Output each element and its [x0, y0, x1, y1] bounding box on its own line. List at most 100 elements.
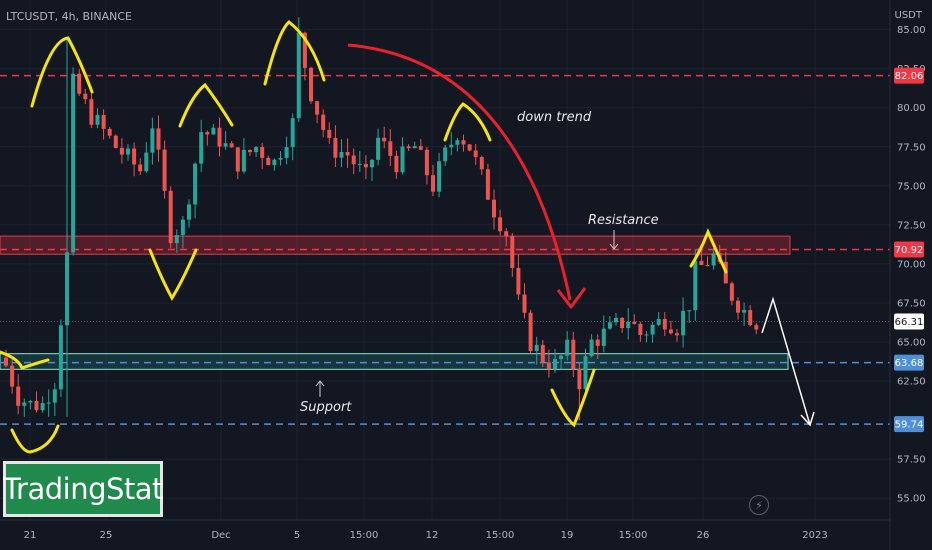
- candle-body: [607, 322, 612, 329]
- price-tag-box: [894, 354, 924, 371]
- candle-body: [662, 318, 667, 330]
- white-projection-arrow: [761, 296, 811, 426]
- candle-body: [577, 368, 582, 390]
- candle-body: [83, 93, 88, 100]
- price-tag-box: [894, 313, 924, 330]
- yellow-markup-stroke: [30, 36, 94, 108]
- candle-body: [412, 146, 417, 149]
- candle-body: [461, 140, 466, 145]
- y-tick-label: 57.50: [897, 455, 926, 466]
- candle-body: [449, 144, 454, 148]
- candle-body: [711, 253, 716, 266]
- candle-body: [351, 155, 356, 165]
- candle-body: [443, 147, 448, 162]
- candle-body: [565, 339, 570, 356]
- candle-body: [254, 147, 259, 153]
- candle-body: [174, 234, 179, 244]
- candle-body: [119, 147, 124, 155]
- candle-body: [656, 318, 661, 325]
- candle-body: [199, 132, 204, 164]
- candle-body: [376, 137, 381, 160]
- candle-body: [510, 236, 515, 268]
- x-tick-label: 15:00: [350, 530, 379, 541]
- candle-body: [241, 149, 246, 172]
- candle-body: [235, 147, 240, 172]
- y-tick-label: 75.00: [897, 181, 926, 192]
- x-tick-label: 21: [24, 530, 37, 541]
- lightning-icon[interactable]: ⚡: [749, 495, 769, 515]
- candle-body: [620, 317, 625, 329]
- candle-body: [272, 159, 277, 166]
- candle-body: [736, 300, 740, 313]
- drawing-markup: [0, 20, 815, 454]
- candle-body: [699, 260, 704, 265]
- candle-body: [22, 402, 27, 406]
- candle-body: [144, 152, 149, 172]
- resistance-zone: [0, 235, 791, 255]
- candle-body: [583, 356, 588, 390]
- yellow-markup-stroke: [148, 248, 198, 301]
- y-tick-label: 67.50: [897, 298, 926, 309]
- candle-body: [559, 355, 564, 360]
- support-zone: [0, 353, 789, 370]
- x-tick-label: 2023: [802, 530, 827, 541]
- yellow-markup-stroke: [550, 368, 596, 428]
- candle-body: [187, 204, 191, 220]
- candle-body: [540, 344, 545, 363]
- candle-body: [126, 148, 130, 155]
- candle-body: [681, 310, 686, 336]
- candle-body: [589, 339, 594, 357]
- candle-body: [101, 114, 106, 129]
- candle-body: [132, 148, 137, 165]
- candle-body: [473, 150, 478, 158]
- candle-body: [4, 357, 8, 366]
- candle-body: [534, 344, 539, 352]
- candle-body: [754, 325, 759, 330]
- candle-body: [498, 217, 503, 232]
- candle-body: [46, 402, 51, 404]
- candle-body: [211, 127, 216, 135]
- candle-body: [363, 163, 368, 168]
- candle-body: [742, 310, 747, 313]
- yellow-markup-stroke: [689, 228, 728, 274]
- candle-body: [485, 169, 490, 200]
- x-tick-label: Dec: [211, 530, 230, 541]
- y-tick-label: 62.50: [897, 377, 926, 388]
- candle-body: [327, 129, 332, 138]
- candle-body: [638, 323, 643, 335]
- support-pointer: [315, 380, 325, 397]
- price-tag-label: 59.74: [895, 420, 924, 431]
- white-arrow-head: [800, 411, 815, 427]
- candle-body: [89, 99, 94, 125]
- y-tick-label: 72.50: [897, 220, 926, 231]
- candle-body: [394, 155, 399, 173]
- candle-body: [571, 339, 576, 369]
- candle-body: [71, 73, 76, 253]
- x-tick-label: 26: [697, 530, 710, 541]
- candle-body: [614, 317, 618, 323]
- symbol-label[interactable]: LTCUSDT, 4h, BINANCE: [6, 10, 132, 23]
- candle-body: [138, 164, 143, 172]
- currency-label: USDT: [894, 10, 922, 21]
- price-tag-box: [894, 67, 924, 84]
- candle-body: [278, 157, 283, 160]
- tradingstat-logo: TradingStat: [3, 461, 163, 517]
- candle-body: [321, 114, 326, 130]
- candle-body: [522, 294, 527, 313]
- candle-body: [95, 114, 100, 125]
- candle-body: [150, 128, 155, 153]
- y-tick-label: 65.00: [897, 337, 926, 348]
- candle-body: [113, 135, 118, 148]
- candle-body: [266, 157, 271, 166]
- candle-body: [553, 359, 557, 369]
- candle-body: [217, 127, 222, 147]
- candle-body: [260, 147, 265, 158]
- x-tick-label: 5: [294, 530, 300, 541]
- candle-body: [296, 32, 301, 119]
- candle-body: [687, 310, 692, 312]
- candle-body: [315, 101, 320, 115]
- candle-body: [205, 132, 210, 135]
- candle-body: [418, 146, 423, 150]
